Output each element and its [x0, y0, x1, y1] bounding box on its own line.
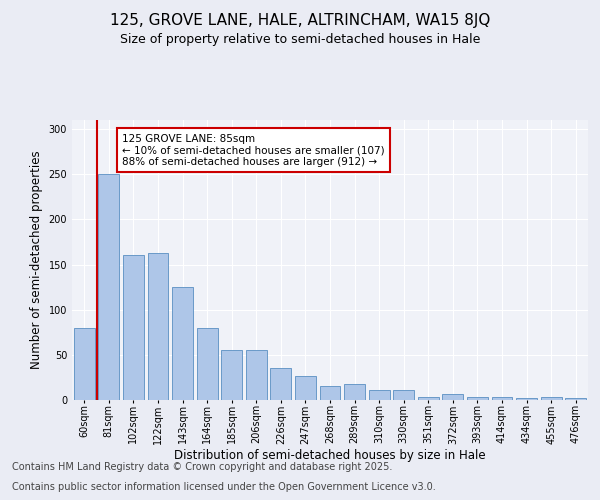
Bar [295, 376, 316, 400]
Text: Contains public sector information licensed under the Open Government Licence v3: Contains public sector information licen… [12, 482, 436, 492]
Bar [442, 394, 463, 400]
Bar [74, 328, 95, 400]
Bar [172, 287, 193, 400]
Bar [541, 398, 562, 400]
Bar [565, 398, 586, 400]
Bar [516, 398, 537, 400]
Bar [271, 368, 292, 400]
Bar [221, 350, 242, 400]
Bar [123, 256, 144, 400]
Text: Contains HM Land Registry data © Crown copyright and database right 2025.: Contains HM Land Registry data © Crown c… [12, 462, 392, 472]
Bar [98, 174, 119, 400]
Text: 125 GROVE LANE: 85sqm
← 10% of semi-detached houses are smaller (107)
88% of sem: 125 GROVE LANE: 85sqm ← 10% of semi-deta… [122, 134, 385, 166]
Bar [344, 384, 365, 400]
Bar [197, 328, 218, 400]
Bar [320, 386, 340, 400]
Bar [246, 350, 267, 400]
Bar [368, 390, 389, 400]
Bar [393, 390, 414, 400]
Bar [491, 398, 512, 400]
X-axis label: Distribution of semi-detached houses by size in Hale: Distribution of semi-detached houses by … [174, 449, 486, 462]
Y-axis label: Number of semi-detached properties: Number of semi-detached properties [30, 150, 43, 370]
Text: Size of property relative to semi-detached houses in Hale: Size of property relative to semi-detach… [120, 32, 480, 46]
Bar [148, 253, 169, 400]
Bar [467, 398, 488, 400]
Bar [418, 398, 439, 400]
Text: 125, GROVE LANE, HALE, ALTRINCHAM, WA15 8JQ: 125, GROVE LANE, HALE, ALTRINCHAM, WA15 … [110, 12, 490, 28]
